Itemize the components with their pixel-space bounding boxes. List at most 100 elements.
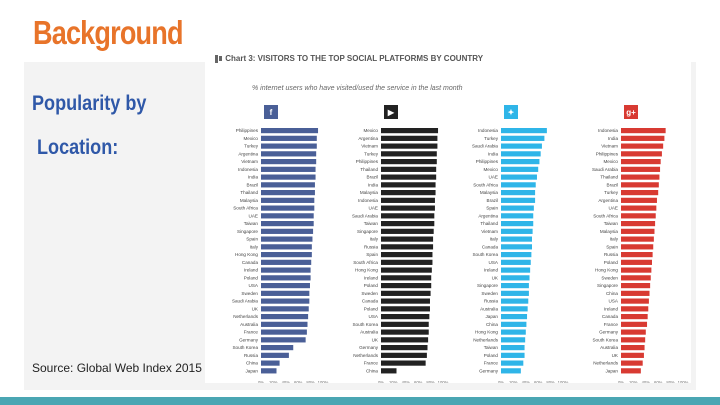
bar	[381, 128, 439, 134]
bar	[261, 213, 314, 219]
category-label: China	[606, 291, 618, 296]
bar	[621, 267, 652, 273]
category-label: Singapore	[237, 229, 258, 234]
bar	[621, 197, 657, 203]
category-label: Malaysia	[600, 229, 619, 234]
bar	[621, 306, 649, 312]
category-label: Poland	[244, 275, 259, 280]
bar	[621, 213, 656, 219]
category-label: France	[484, 361, 499, 366]
category-label: Netherlands	[473, 337, 498, 342]
category-label: Taiwan	[604, 221, 619, 226]
googleplus-icon: g+	[624, 105, 638, 119]
bar	[621, 290, 650, 296]
bar	[621, 244, 654, 250]
category-label: Canada	[482, 244, 499, 249]
category-label: Vietnam	[241, 159, 258, 164]
bar	[261, 329, 307, 335]
x-tick-label: 100%	[678, 380, 689, 383]
bar	[261, 337, 306, 343]
category-label: Germany	[239, 337, 259, 342]
category-label: Netherlands	[593, 361, 618, 366]
bar	[381, 151, 437, 157]
x-tick-label: 20%	[509, 380, 518, 383]
category-label: Poland	[604, 260, 619, 265]
bar	[381, 314, 430, 320]
chart-logo-icon	[215, 54, 218, 63]
bar	[501, 368, 521, 374]
x-tick-label: 0%	[378, 380, 384, 383]
bar	[501, 337, 526, 343]
bar	[261, 236, 313, 242]
x-tick-label: 80%	[666, 380, 675, 383]
bar	[381, 329, 429, 335]
x-tick-label: 0%	[498, 380, 504, 383]
bar	[261, 360, 280, 366]
facebook-icon: f	[264, 105, 278, 119]
x-tick-label: 0%	[258, 380, 264, 383]
category-label: Italy	[370, 237, 379, 242]
category-label: Netherlands	[353, 353, 378, 358]
category-label: Turkey	[244, 144, 259, 149]
bar	[501, 166, 539, 172]
bar	[621, 352, 644, 358]
category-label: Mexico	[603, 159, 618, 164]
bar	[261, 244, 312, 250]
bar	[261, 166, 316, 172]
x-tick-label: 40%	[522, 380, 531, 383]
category-label: Brazil	[247, 182, 259, 187]
bar	[621, 174, 660, 180]
bar	[621, 205, 657, 211]
category-label: Thailand	[360, 167, 378, 172]
category-label: Vietnam	[481, 229, 498, 234]
bar	[381, 205, 435, 211]
category-label: Poland	[484, 353, 499, 358]
bar	[621, 337, 646, 343]
category-label: Philippines	[476, 159, 499, 164]
category-label: South Korea	[472, 252, 498, 257]
svg-text:g+: g+	[626, 108, 636, 117]
bar	[261, 159, 317, 165]
bar	[621, 151, 662, 157]
bar	[261, 283, 310, 289]
category-label: Australia	[240, 322, 258, 327]
bar	[621, 236, 654, 242]
category-label: Poland	[364, 283, 379, 288]
bar	[261, 135, 317, 141]
category-label: Taiwan	[484, 345, 499, 350]
x-tick-label: 80%	[306, 380, 315, 383]
category-label: Hong Kong	[355, 268, 378, 273]
bar	[381, 360, 426, 366]
slide-title: Background	[33, 14, 183, 51]
category-label: Indonesia	[358, 198, 378, 203]
bar	[501, 221, 534, 227]
bar	[501, 197, 536, 203]
bar	[261, 128, 319, 134]
category-label: Spain	[366, 252, 378, 257]
category-label: Thailand	[480, 221, 498, 226]
category-label: Sweden	[241, 291, 258, 296]
category-label: Brazil	[487, 198, 499, 203]
category-label: Vietnam	[601, 144, 618, 149]
category-label: France	[364, 361, 379, 366]
category-label: Indonesia	[478, 128, 498, 133]
category-label: Netherlands	[233, 314, 258, 319]
category-label: Canada	[602, 314, 619, 319]
bar	[621, 252, 653, 258]
category-label: France	[604, 322, 619, 327]
bar	[381, 135, 438, 141]
bar	[261, 298, 310, 304]
bar	[501, 345, 525, 351]
category-label: Canada	[242, 260, 259, 265]
category-label: India	[248, 175, 258, 180]
bar	[501, 143, 542, 149]
bar	[261, 259, 312, 265]
bar	[501, 135, 545, 141]
twitter-icon: ✦	[504, 105, 518, 119]
category-label: Singapore	[477, 283, 498, 288]
bar	[621, 182, 659, 188]
category-label: South Korea	[232, 345, 258, 350]
category-label: Germany	[359, 345, 379, 350]
category-label: Spain	[606, 244, 618, 249]
category-label: Taiwan	[364, 221, 379, 226]
